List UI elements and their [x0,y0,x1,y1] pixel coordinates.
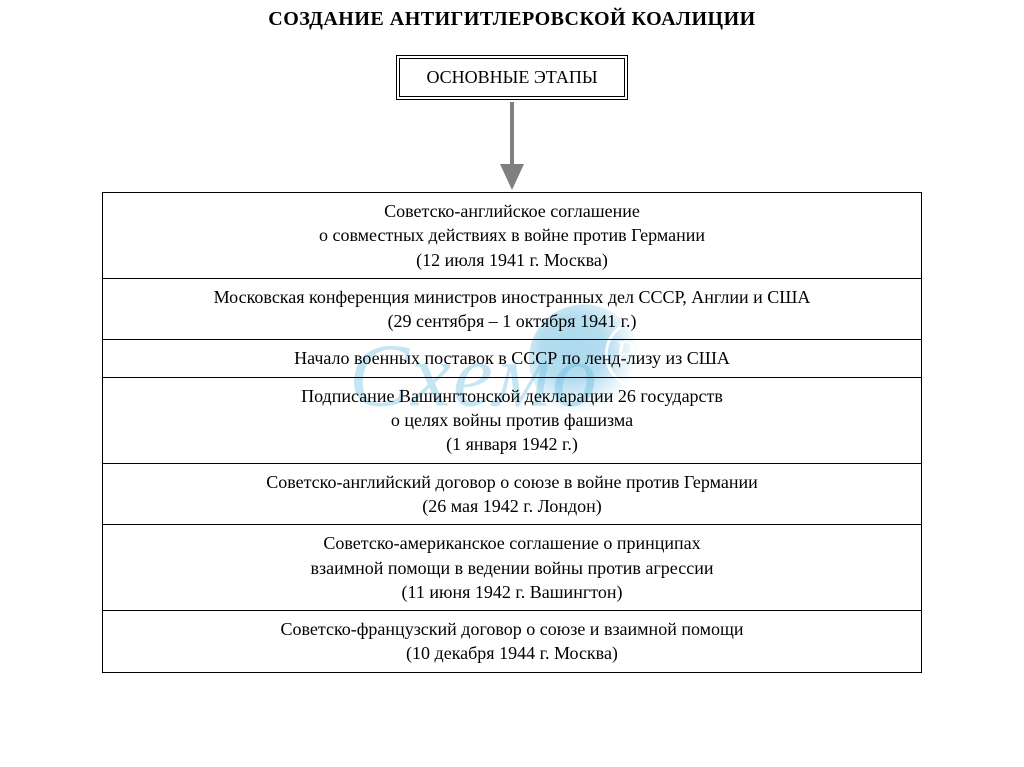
stages-box: ОСНОВНЫЕ ЭТАПЫ [396,55,627,100]
events-table: Советско-английское соглашениео совместн… [102,192,922,673]
event-cell: Советско-американское соглашение о принц… [103,525,922,611]
event-cell: Начало военных поставок в СССР по ленд-л… [103,340,922,377]
stages-box-wrap: ОСНОВНЫЕ ЭТАПЫ [0,55,1024,100]
arrow-down [0,102,1024,192]
diagram-container: СОЗДАНИЕ АНТИГИТЛЕРОВСКОЙ КОАЛИЦИИ ОСНОВ… [0,0,1024,767]
table-row: Начало военных поставок в СССР по ленд-л… [103,340,922,377]
table-row: Советско-английский договор о союзе в во… [103,463,922,525]
event-cell: Подписание Вашингтонской декларации 26 г… [103,377,922,463]
main-title: СОЗДАНИЕ АНТИГИТЛЕРОВСКОЙ КОАЛИЦИИ [0,8,1024,31]
table-row: Подписание Вашингтонской декларации 26 г… [103,377,922,463]
event-cell: Советско-английское соглашениео совместн… [103,193,922,279]
table-row: Московская конференция министров иностра… [103,278,922,340]
event-cell: Советско-английский договор о союзе в во… [103,463,922,525]
table-row: Советско-английское соглашениео совместн… [103,193,922,279]
event-cell: Советско-французский договор о союзе и в… [103,611,922,673]
table-row: Советско-американское соглашение о принц… [103,525,922,611]
arrow-down-icon [492,102,532,192]
event-cell: Московская конференция министров иностра… [103,278,922,340]
table-row: Советско-французский договор о союзе и в… [103,611,922,673]
